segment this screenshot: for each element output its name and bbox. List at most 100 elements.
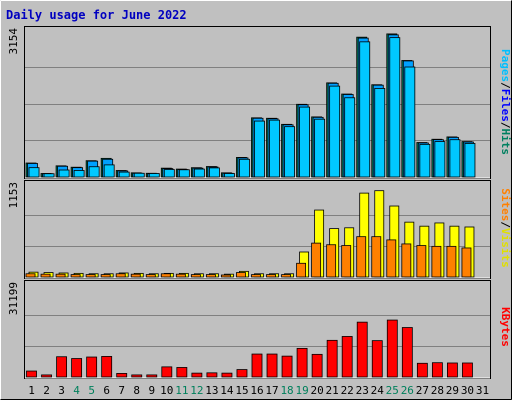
x-tick-label-11: 11 [175, 384, 188, 397]
bar-sites-day-29 [446, 245, 457, 278]
bar-pages-day-17 [269, 119, 280, 178]
bar-kbytes-day-2 [41, 374, 52, 378]
bar-sites-day-22 [341, 245, 352, 278]
bar-sites-day-4 [70, 274, 81, 278]
bar-sites-day-9 [145, 274, 156, 278]
bar-kbytes-day-10 [161, 366, 173, 378]
bar-kbytes-day-29 [447, 362, 458, 378]
bar-pages-day-30 [464, 143, 476, 178]
bar-pages-day-21 [329, 85, 341, 178]
legend-kbytes: KBytes [499, 307, 512, 347]
bar-pages-day-26 [404, 66, 416, 178]
bar-kbytes-day-21 [326, 339, 338, 378]
bar-pages-day-28 [434, 141, 446, 178]
bar-pages-day-18 [284, 126, 295, 178]
x-tick-label-25: 25 [386, 384, 399, 397]
legend-sites: Sites [499, 188, 512, 221]
bar-sites-day-28 [431, 245, 442, 278]
svg-text:Sites/Visits: Sites/Visits [499, 188, 512, 268]
bar-pages-day-25 [389, 37, 401, 178]
bar-pages-day-24 [374, 88, 386, 178]
bar-kbytes-day-30 [462, 362, 473, 378]
bar-kbytes-day-9 [146, 374, 158, 378]
bar-pages-day-9 [148, 173, 160, 178]
bar-pages-day-12 [193, 168, 205, 178]
bar-sites-day-10 [160, 273, 171, 278]
bar-pages-day-23 [359, 41, 371, 178]
x-tick-label-15: 15 [235, 384, 248, 397]
bar-pages-day-8 [133, 172, 145, 178]
x-tick-label-16: 16 [250, 384, 263, 397]
x-tick-label-6: 6 [103, 384, 110, 397]
bar-pages-day-29 [449, 139, 461, 178]
x-tick-label-31: 31 [476, 384, 489, 397]
x-tick-label-5: 5 [88, 384, 95, 397]
bar-sites-day-3 [55, 273, 66, 278]
bar-kbytes-day-12 [191, 372, 203, 378]
x-tick-label-7: 7 [118, 384, 125, 397]
svg-text:Pages/Files/Hits: Pages/Files/Hits [499, 49, 512, 155]
bar-kbytes-day-16 [251, 353, 263, 378]
x-tick-label-30: 30 [461, 384, 474, 397]
x-tick-label-18: 18 [280, 384, 293, 397]
bar-pages-day-5 [88, 166, 100, 178]
bar-sites-day-13 [205, 274, 216, 278]
x-tick-label-21: 21 [326, 384, 339, 397]
bar-sites-day-11 [175, 273, 186, 278]
bar-kbytes-day-25 [386, 319, 398, 378]
bar-kbytes-day-3 [56, 356, 67, 378]
bar-kbytes-day-14 [221, 372, 233, 378]
x-tick-label-26: 26 [401, 384, 414, 397]
bar-pages-day-22 [344, 97, 356, 178]
x-tick-label-17: 17 [265, 384, 278, 397]
bar-sites-day-26 [401, 243, 412, 278]
bar-sites-day-5 [85, 274, 96, 278]
bar-kbytes-day-1 [26, 370, 37, 378]
legend-kbytes-wrap: KBytes [499, 307, 512, 347]
bar-kbytes-day-15 [236, 369, 248, 378]
bar-kbytes-day-17 [266, 353, 278, 378]
x-tick-label-4: 4 [73, 384, 80, 397]
bar-sites-day-21 [326, 244, 337, 278]
legend-slash-2: / [499, 122, 512, 129]
x-tick-label-27: 27 [416, 384, 429, 397]
y-max-label-hits-files-pages: 3154 [7, 28, 20, 55]
bar-pages-day-10 [163, 169, 175, 178]
bar-sites-day-20 [311, 242, 322, 278]
x-tick-label-9: 9 [148, 384, 155, 397]
x-tick-label-14: 14 [220, 384, 234, 397]
bar-kbytes-day-5 [86, 356, 98, 378]
legend-visits: Visits [499, 228, 512, 268]
bar-pages-day-14 [224, 173, 235, 178]
bar-kbytes-day-27 [416, 362, 428, 378]
bar-kbytes-day-20 [311, 353, 323, 378]
bar-kbytes-day-13 [206, 372, 218, 378]
x-tick-label-1: 1 [28, 384, 35, 397]
bar-sites-day-25 [386, 239, 397, 278]
bar-pages-day-1 [28, 167, 40, 178]
bar-pages-day-15 [239, 158, 250, 178]
x-tick-label-29: 29 [446, 384, 459, 397]
bar-sites-day-8 [130, 273, 141, 278]
chart-panels: 3154 1153 31199 [7, 26, 491, 379]
bar-sites-day-15 [236, 272, 246, 278]
legend-hits: Hits [499, 129, 512, 156]
panel-visits-sites: 1153 [7, 180, 491, 279]
bar-kbytes-day-18 [281, 355, 293, 378]
bar-sites-day-7 [115, 273, 126, 278]
bar-sites-day-14 [221, 274, 231, 278]
bar-sites-day-23 [356, 236, 367, 278]
bar-kbytes-day-19 [296, 347, 308, 378]
x-tick-label-2: 2 [43, 384, 50, 397]
x-tick-label-23: 23 [356, 384, 369, 397]
bar-pages-day-3 [58, 169, 70, 178]
x-tick-label-8: 8 [133, 384, 140, 397]
bar-sites-day-6 [100, 274, 111, 278]
bar-sites-day-18 [281, 274, 291, 278]
legend-slash-3: / [499, 221, 512, 228]
bar-kbytes-day-11 [176, 367, 188, 378]
bar-sites-day-24 [371, 236, 382, 278]
bar-sites-day-2 [40, 273, 51, 278]
x-axis-tick-labels: 1 2 3 4 5 6 7 8 9 10 11 12 13 14 15 16 17 18 19 20 21 22 23 24 2… [28, 384, 489, 397]
